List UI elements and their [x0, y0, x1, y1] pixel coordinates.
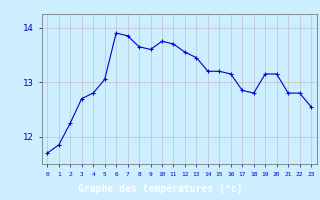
- Text: Graphe des températures (°c): Graphe des températures (°c): [78, 183, 242, 194]
